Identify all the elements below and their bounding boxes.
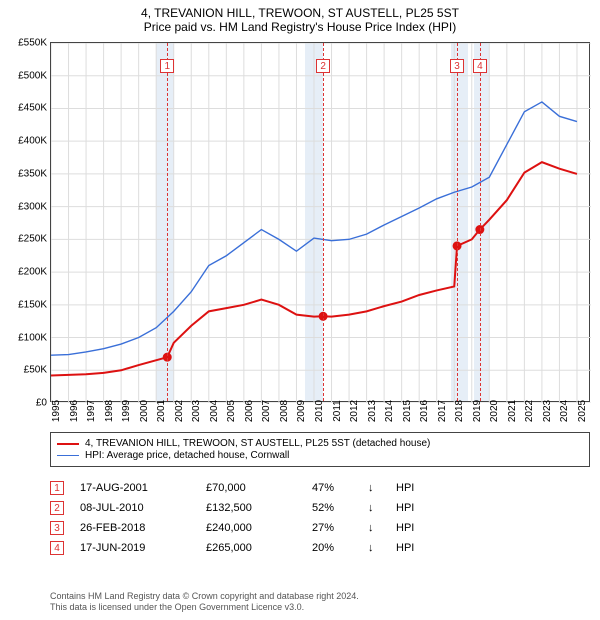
x-tick-label: 2019 <box>472 400 483 422</box>
legend-row: HPI: Average price, detached house, Corn… <box>57 450 583 461</box>
x-tick-label: 2011 <box>332 400 343 422</box>
y-tick-label: £500K <box>18 70 47 81</box>
x-tick-label: 2023 <box>542 400 553 422</box>
footnote: Contains HM Land Registry data © Crown c… <box>50 591 590 614</box>
down-arrow-icon: ↓ <box>368 522 380 534</box>
event-price: £265,000 <box>206 542 296 554</box>
x-tick-label: 1997 <box>86 400 97 422</box>
x-tick-label: 1999 <box>121 400 132 422</box>
y-tick-label: £150K <box>18 299 47 310</box>
title-line-2: Price paid vs. HM Land Registry's House … <box>0 20 600 34</box>
y-tick-label: £300K <box>18 201 47 212</box>
x-tick-label: 2013 <box>367 400 378 422</box>
x-tick-label: 2001 <box>156 400 167 422</box>
event-pct: 20% <box>312 542 352 554</box>
x-tick-label: 2014 <box>384 400 395 422</box>
event-ref: HPI <box>396 502 414 514</box>
x-tick-label: 1996 <box>69 400 80 422</box>
event-line <box>480 43 481 401</box>
y-tick-label: £400K <box>18 136 47 147</box>
x-tick-label: 2002 <box>174 400 185 422</box>
event-line <box>167 43 168 401</box>
y-tick-label: £50K <box>24 365 47 376</box>
legend-row: 4, TREVANION HILL, TREWOON, ST AUSTELL, … <box>57 438 583 449</box>
legend-swatch <box>57 455 79 456</box>
x-tick-label: 1998 <box>104 400 115 422</box>
down-arrow-icon: ↓ <box>368 542 380 554</box>
y-tick-label: £550K <box>18 38 47 49</box>
x-tick-label: 2009 <box>296 400 307 422</box>
legend: 4, TREVANION HILL, TREWOON, ST AUSTELL, … <box>50 432 590 467</box>
event-ref: HPI <box>396 482 414 494</box>
footnote-line-2: This data is licensed under the Open Gov… <box>50 602 590 614</box>
event-row: 2 08-JUL-2010 £132,500 52% ↓ HPI <box>50 498 590 518</box>
event-pct: 52% <box>312 502 352 514</box>
event-marker: 1 <box>160 59 174 73</box>
x-tick-label: 2008 <box>279 400 290 422</box>
event-ref: HPI <box>396 522 414 534</box>
event-marker: 4 <box>473 59 487 73</box>
legend-label: 4, TREVANION HILL, TREWOON, ST AUSTELL, … <box>85 438 430 449</box>
x-tick-label: 2015 <box>402 400 413 422</box>
y-tick-label: £250K <box>18 234 47 245</box>
y-tick-label: £100K <box>18 332 47 343</box>
event-price: £240,000 <box>206 522 296 534</box>
event-marker: 2 <box>316 59 330 73</box>
x-tick-label: 2022 <box>524 400 535 422</box>
y-tick-label: £200K <box>18 267 47 278</box>
event-row: 3 26-FEB-2018 £240,000 27% ↓ HPI <box>50 518 590 538</box>
x-tick-label: 2007 <box>261 400 272 422</box>
event-line <box>457 43 458 401</box>
event-number: 3 <box>50 521 64 535</box>
event-marker: 3 <box>450 59 464 73</box>
event-pct: 47% <box>312 482 352 494</box>
price-chart: £0£50K£100K£150K£200K£250K£300K£350K£400… <box>50 42 590 402</box>
event-date: 17-JUN-2019 <box>80 542 190 554</box>
x-tick-label: 2020 <box>489 400 500 422</box>
event-number: 2 <box>50 501 64 515</box>
y-tick-label: £0 <box>36 398 47 409</box>
x-tick-label: 2012 <box>349 400 360 422</box>
event-date: 17-AUG-2001 <box>80 482 190 494</box>
chart-title-block: 4, TREVANION HILL, TREWOON, ST AUSTELL, … <box>0 0 600 34</box>
event-table: 1 17-AUG-2001 £70,000 47% ↓ HPI 2 08-JUL-2010 £1… <box>50 478 590 558</box>
x-tick-label: 2004 <box>209 400 220 422</box>
event-price: £70,000 <box>206 482 296 494</box>
y-tick-label: £450K <box>18 103 47 114</box>
x-tick-label: 2003 <box>191 400 202 422</box>
footnote-line-1: Contains HM Land Registry data © Crown c… <box>50 591 590 603</box>
down-arrow-icon: ↓ <box>368 482 380 494</box>
event-pct: 27% <box>312 522 352 534</box>
x-tick-label: 2024 <box>559 400 570 422</box>
event-number: 4 <box>50 541 64 555</box>
event-date: 08-JUL-2010 <box>80 502 190 514</box>
event-line <box>323 43 324 401</box>
event-row: 1 17-AUG-2001 £70,000 47% ↓ HPI <box>50 478 590 498</box>
x-tick-label: 1995 <box>51 400 62 422</box>
x-tick-label: 2021 <box>507 400 518 422</box>
x-tick-label: 2000 <box>139 400 150 422</box>
x-tick-label: 2005 <box>226 400 237 422</box>
y-tick-label: £350K <box>18 168 47 179</box>
event-row: 4 17-JUN-2019 £265,000 20% ↓ HPI <box>50 538 590 558</box>
x-tick-label: 2018 <box>454 400 465 422</box>
event-number: 1 <box>50 481 64 495</box>
x-tick-label: 2006 <box>244 400 255 422</box>
x-tick-label: 2025 <box>577 400 588 422</box>
legend-label: HPI: Average price, detached house, Corn… <box>85 450 289 461</box>
chart-svg <box>51 43 591 403</box>
event-date: 26-FEB-2018 <box>80 522 190 534</box>
x-tick-label: 2017 <box>437 400 448 422</box>
event-price: £132,500 <box>206 502 296 514</box>
x-tick-label: 2016 <box>419 400 430 422</box>
title-line-1: 4, TREVANION HILL, TREWOON, ST AUSTELL, … <box>0 6 600 20</box>
x-tick-label: 2010 <box>314 400 325 422</box>
legend-swatch <box>57 443 79 445</box>
down-arrow-icon: ↓ <box>368 502 380 514</box>
event-ref: HPI <box>396 542 414 554</box>
